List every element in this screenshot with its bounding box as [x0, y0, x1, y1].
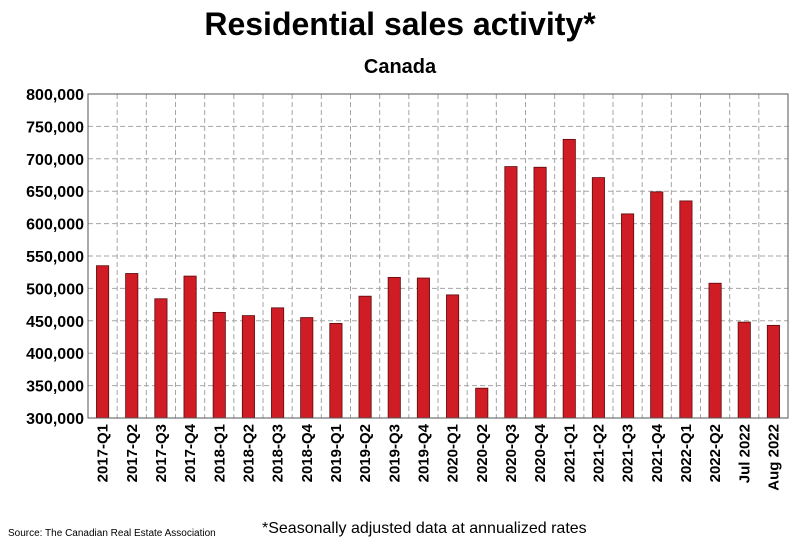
x-tick-label: 2021-Q1	[561, 424, 578, 482]
y-tick-label: 300,000	[26, 411, 84, 428]
bar	[183, 275, 197, 419]
bar	[446, 294, 460, 419]
bar	[708, 282, 722, 419]
bar	[621, 213, 635, 419]
x-tick-label: 2017-Q1	[95, 424, 112, 482]
y-tick-label: 500,000	[26, 281, 84, 298]
x-tick-label: 2017-Q4	[182, 423, 199, 482]
bar	[271, 307, 285, 419]
x-tick-label: 2019-Q3	[386, 424, 403, 482]
bar	[737, 321, 751, 419]
y-tick-label: 350,000	[26, 379, 84, 396]
x-tick-label: 2022-Q1	[678, 424, 695, 482]
bar	[212, 311, 226, 419]
bar	[533, 166, 547, 419]
bar	[591, 177, 605, 419]
y-tick-label: 650,000	[26, 184, 84, 201]
x-tick-label: 2017-Q3	[153, 424, 170, 482]
source-note: Source: The Canadian Real Estate Associa…	[8, 528, 216, 539]
bar	[650, 191, 664, 419]
x-tick-label: 2020-Q4	[532, 423, 549, 482]
x-tick-label: 2018-Q4	[299, 423, 316, 482]
y-tick-label: 800,000	[26, 87, 84, 104]
x-tick-label: 2018-Q2	[240, 424, 257, 482]
x-tick-label: 2022-Q2	[707, 424, 724, 482]
x-axis-ticks: 2017-Q1 2017-Q2 2017-Q3 2017-Q4 2018-Q1 2018-…	[95, 423, 783, 490]
footnote: *Seasonally adjusted data at annualized …	[262, 520, 587, 537]
bar	[562, 138, 576, 419]
chart-subtitle: Canada	[363, 56, 437, 78]
y-tick-label: 400,000	[26, 346, 84, 363]
bar	[241, 315, 255, 419]
x-tick-label: 2020-Q1	[445, 424, 462, 482]
bar	[300, 317, 314, 419]
x-tick-label: 2020-Q2	[474, 424, 491, 482]
y-tick-label: 550,000	[26, 249, 84, 266]
x-tick-label: 2019-Q2	[357, 424, 374, 482]
x-tick-label: 2021-Q3	[620, 424, 637, 482]
bar	[504, 166, 518, 419]
bar	[679, 200, 693, 419]
bar	[358, 295, 372, 419]
x-tick-label: Aug 2022	[765, 424, 782, 491]
bar	[475, 387, 489, 419]
y-tick-label: 750,000	[26, 119, 84, 136]
x-tick-label: 2021-Q4	[649, 423, 666, 482]
x-tick-label: Jul 2022	[736, 424, 753, 483]
x-tick-label: 2019-Q4	[415, 423, 432, 482]
x-tick-label: 2017-Q2	[124, 424, 141, 482]
bar	[125, 273, 139, 419]
x-tick-label: 2018-Q1	[211, 424, 228, 482]
bar-series	[96, 138, 780, 419]
x-tick-label: 2021-Q2	[590, 424, 607, 482]
grid-lines	[88, 93, 788, 419]
bar	[329, 322, 343, 419]
y-tick-label: 700,000	[26, 152, 84, 169]
x-tick-label: 2019-Q1	[328, 424, 345, 482]
bar	[766, 324, 780, 419]
bar	[387, 276, 401, 419]
chart-title: Residential sales activity*	[204, 6, 596, 42]
x-tick-label: 2018-Q3	[270, 424, 287, 482]
plot-area-frame	[87, 93, 789, 419]
bar	[154, 298, 168, 419]
x-tick-label: 2020-Q3	[503, 424, 520, 482]
y-axis-ticks: 300,000 350,000 400,000 450,000 500,000 550,0…	[26, 87, 84, 428]
bar	[96, 265, 110, 419]
bar	[416, 277, 430, 419]
y-tick-label: 450,000	[26, 314, 84, 331]
y-tick-label: 600,000	[26, 217, 84, 234]
